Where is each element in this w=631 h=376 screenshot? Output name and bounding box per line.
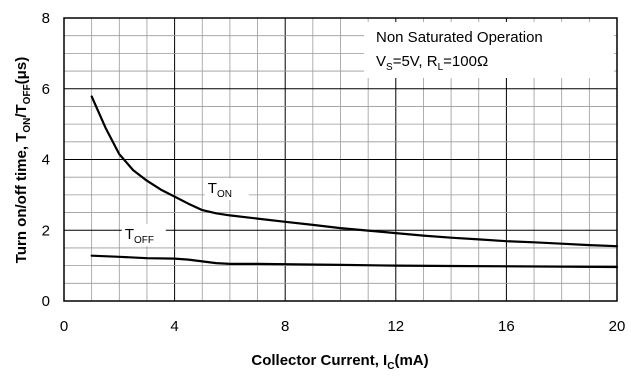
x-tick-label: 20 <box>609 318 626 335</box>
annotation-line-1: Non Saturated Operation <box>376 29 543 46</box>
series-label-background <box>121 224 166 247</box>
series-label-background <box>204 178 249 201</box>
y-axis-title: Turn on/off time, TON/TOFF(μs) <box>13 57 33 263</box>
legend-box: Non Saturated Operation VS=5V, RL=100Ω <box>364 22 614 78</box>
annotation-line-2: VS=5V, RL=100Ω <box>376 53 488 73</box>
x-tick-label: 12 <box>387 318 404 335</box>
x-tick-label: 8 <box>281 318 289 335</box>
series-label-t-on: TON <box>208 180 232 200</box>
x-tick-label: 0 <box>60 318 68 335</box>
series-group: TON TOFF <box>90 95 619 269</box>
y-tick-label: 8 <box>42 10 50 27</box>
x-axis-title: Collector Current, IC(mA) <box>251 352 428 372</box>
y-tick-label: 2 <box>42 222 50 239</box>
tick-labels: 0 4 8 12 16 20 0 2 4 6 8 <box>42 10 626 335</box>
x-tick-label: 4 <box>170 318 178 335</box>
y-tick-label: 6 <box>42 81 50 98</box>
legend-box-background <box>364 22 614 78</box>
series-line-t-off <box>90 254 619 269</box>
series-line-t-on <box>90 95 619 248</box>
x-tick-label: 16 <box>498 318 515 335</box>
y-tick-label: 0 <box>42 293 50 310</box>
y-tick-label: 4 <box>42 152 50 169</box>
series-label-t-off: TOFF <box>125 226 154 246</box>
plot-frame <box>63 17 618 302</box>
